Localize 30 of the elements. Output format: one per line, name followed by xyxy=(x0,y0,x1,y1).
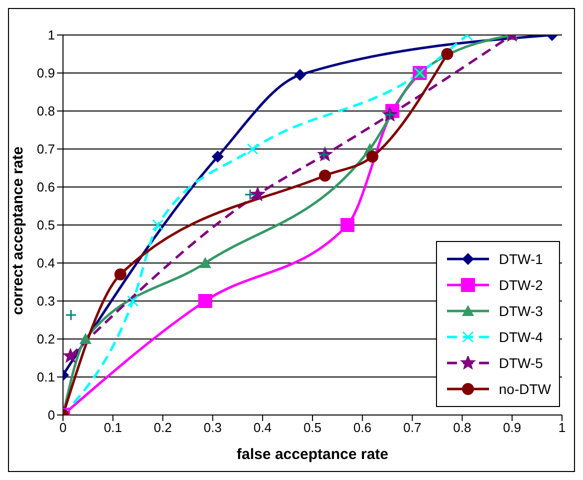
y-tick-label: 0.5 xyxy=(36,218,55,233)
x-axis-title: false acceptance rate xyxy=(236,446,388,463)
y-tick-label: 0.8 xyxy=(36,104,55,119)
x-tick-label: 0.6 xyxy=(353,420,372,436)
y-tick-label: 0.2 xyxy=(36,332,55,347)
legend-label: DTW-3 xyxy=(498,303,543,319)
legend-label: DTW-4 xyxy=(498,329,543,345)
legend-label: no-DTW xyxy=(498,381,551,397)
x-tick-label: 0.1 xyxy=(104,420,122,436)
x-tick-label: 0 xyxy=(59,420,67,436)
y-tick-label: 0 xyxy=(48,408,55,423)
legend-label: DTW-1 xyxy=(498,251,543,267)
x-tick-label: 0.5 xyxy=(303,420,322,436)
x-tick-label: 0.9 xyxy=(503,420,522,436)
x-tick-label: 0.7 xyxy=(403,420,422,436)
legend-label: DTW-5 xyxy=(498,355,543,371)
x-tick-label: 0.8 xyxy=(453,420,472,436)
x-tick-label: 0.2 xyxy=(154,420,172,436)
y-tick-label: 0.7 xyxy=(36,142,55,157)
y-tick-label: 0.1 xyxy=(36,370,55,385)
y-tick-label: 0.9 xyxy=(36,66,55,81)
x-tick-label: 0.3 xyxy=(204,420,222,436)
x-tick-label: 1 xyxy=(558,420,566,436)
y-tick-label: 0.6 xyxy=(36,180,55,195)
y-axis-title: correct acceptance rate xyxy=(9,146,26,315)
y-tick-label: 0.3 xyxy=(36,294,55,309)
y-tick-label: 1 xyxy=(48,28,55,43)
x-tick-label: 0.4 xyxy=(254,420,272,436)
legend-label: DTW-2 xyxy=(498,277,543,293)
y-tick-label: 0.4 xyxy=(36,256,55,271)
